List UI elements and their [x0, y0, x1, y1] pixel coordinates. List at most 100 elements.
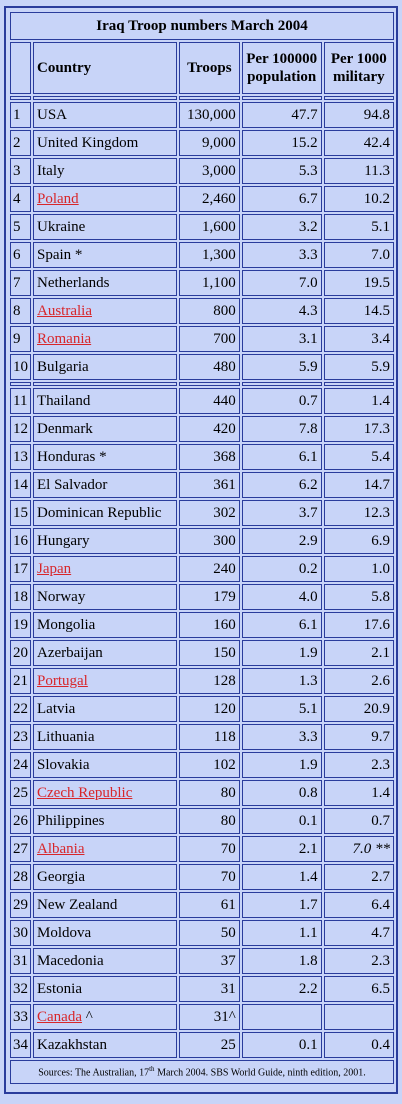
row-index: 24 [10, 752, 31, 778]
row-index: 25 [10, 780, 31, 806]
per-population-cell: 0.2 [241, 556, 322, 582]
troops-cell: 3,000 [178, 158, 240, 184]
per-population-cell [241, 1004, 322, 1030]
per-military-cell: 6.5 [323, 976, 394, 1002]
country-cell: Estonia [33, 976, 177, 1002]
country-link[interactable]: Japan [37, 560, 72, 577]
table-row: 13 Honduras * 368 6.1 5.4 [10, 444, 394, 470]
table-row: 33 Canada ^ 31^ [10, 1004, 394, 1030]
per-military-cell: 2.3 [323, 948, 394, 974]
table-row: 30 Moldova 50 1.1 4.7 [10, 920, 394, 946]
country-cell: Italy [33, 158, 177, 184]
table-row: 15 Dominican Republic 302 3.7 12.3 [10, 500, 394, 526]
row-index: 10 [10, 354, 31, 380]
country-link[interactable]: Canada [37, 1008, 82, 1025]
row-index: 7 [10, 270, 31, 296]
source-text-start: Sources: The Australian, 17 [38, 1067, 150, 1079]
per-military-cell [323, 1004, 394, 1030]
country-cell: Macedonia [33, 948, 177, 974]
row-index: 6 [10, 242, 31, 268]
country-cell: New Zealand [33, 892, 177, 918]
table-row: 1 USA 130,000 47.7 94.8 [10, 102, 394, 128]
row-index: 11 [10, 388, 31, 414]
troops-cell: 25 [178, 1032, 240, 1058]
per-military-cell: 9.7 [323, 724, 394, 750]
header-per-population: Per 100000 population [241, 42, 322, 94]
table-row: 29 New Zealand 61 1.7 6.4 [10, 892, 394, 918]
row-index: 29 [10, 892, 31, 918]
per-population-cell: 6.2 [241, 472, 322, 498]
per-military-cell: 10.2 [323, 186, 394, 212]
country-link[interactable]: Czech Republic [37, 784, 133, 801]
per-population-cell: 7.8 [241, 416, 322, 442]
row-index: 4 [10, 186, 31, 212]
per-population-cell: 15.2 [241, 130, 322, 156]
row-index: 2 [10, 130, 31, 156]
row-index: 23 [10, 724, 31, 750]
per-population-cell: 5.3 [241, 158, 322, 184]
per-military-cell: 7.0 ** [323, 836, 394, 862]
row-index: 19 [10, 612, 31, 638]
per-military-cell: 2.6 [323, 668, 394, 694]
country-link[interactable]: Romania [37, 330, 92, 347]
troops-cell: 440 [178, 388, 240, 414]
table-row: 7 Netherlands 1,100 7.0 19.5 [10, 270, 394, 296]
source-text-end: March 2004. SBS World Guide, ninth editi… [154, 1067, 366, 1079]
country-cell: Kazakhstan [33, 1032, 177, 1058]
per-military-cell: 1.4 [323, 388, 394, 414]
country-link[interactable]: Australia [37, 302, 92, 319]
country-link[interactable]: Portugal [37, 672, 88, 689]
troops-cell: 800 [178, 298, 240, 324]
country-note: ^ [81, 1008, 93, 1025]
row-index: 27 [10, 836, 31, 862]
troops-cell: 302 [178, 500, 240, 526]
country-cell: Norway [33, 584, 177, 610]
per-military-cell: 20.9 [323, 696, 394, 722]
troop-table: Iraq Troop numbers March 2004 Country Tr… [8, 10, 396, 1086]
per-population-cell: 3.2 [241, 214, 322, 240]
row-index: 28 [10, 864, 31, 890]
per-military-cell: 2.1 [323, 640, 394, 666]
country-link[interactable]: Poland [37, 190, 79, 207]
table-row: 22 Latvia 120 5.1 20.9 [10, 696, 394, 722]
per-population-cell: 0.8 [241, 780, 322, 806]
table-row: 32 Estonia 31 2.2 6.5 [10, 976, 394, 1002]
country-cell: Latvia [33, 696, 177, 722]
table-row: 18 Norway 179 4.0 5.8 [10, 584, 394, 610]
header-row: Country Troops Per 100000 population Per … [10, 42, 394, 94]
table-title: Iraq Troop numbers March 2004 [10, 12, 394, 40]
country-cell: El Salvador [33, 472, 177, 498]
troops-cell: 70 [178, 836, 240, 862]
row-index: 20 [10, 640, 31, 666]
table-row: 28 Georgia 70 1.4 2.7 [10, 864, 394, 890]
per-military-cell: 1.0 [323, 556, 394, 582]
country-link[interactable]: Albania [37, 840, 85, 857]
table-frame: Iraq Troop numbers March 2004 Country Tr… [4, 6, 398, 1094]
troops-cell: 1,100 [178, 270, 240, 296]
per-military-cell: 4.7 [323, 920, 394, 946]
row-index: 13 [10, 444, 31, 470]
header-troops: Troops [178, 42, 240, 94]
row-index: 9 [10, 326, 31, 352]
row-index: 8 [10, 298, 31, 324]
table-row: 27 Albania 70 2.1 7.0 ** [10, 836, 394, 862]
table-row: 31 Macedonia 37 1.8 2.3 [10, 948, 394, 974]
per-population-cell: 1.7 [241, 892, 322, 918]
country-cell: Hungary [33, 528, 177, 554]
header-country: Country [33, 42, 177, 94]
table-row: 34 Kazakhstan 25 0.1 0.4 [10, 1032, 394, 1058]
per-military-cell: 5.1 [323, 214, 394, 240]
per-population-cell: 2.2 [241, 976, 322, 1002]
per-military-cell: 12.3 [323, 500, 394, 526]
per-military-cell: 5.8 [323, 584, 394, 610]
table-row: 11 Thailand 440 0.7 1.4 [10, 388, 394, 414]
country-cell: Ukraine [33, 214, 177, 240]
country-cell: Bulgaria [33, 354, 177, 380]
per-military-cell: 5.9 [323, 354, 394, 380]
per-military-cell: 2.7 [323, 864, 394, 890]
country-cell: Netherlands [33, 270, 177, 296]
troops-cell: 420 [178, 416, 240, 442]
country-cell: Poland [33, 186, 177, 212]
country-cell: Slovakia [33, 752, 177, 778]
per-military-cell: 7.0 [323, 242, 394, 268]
